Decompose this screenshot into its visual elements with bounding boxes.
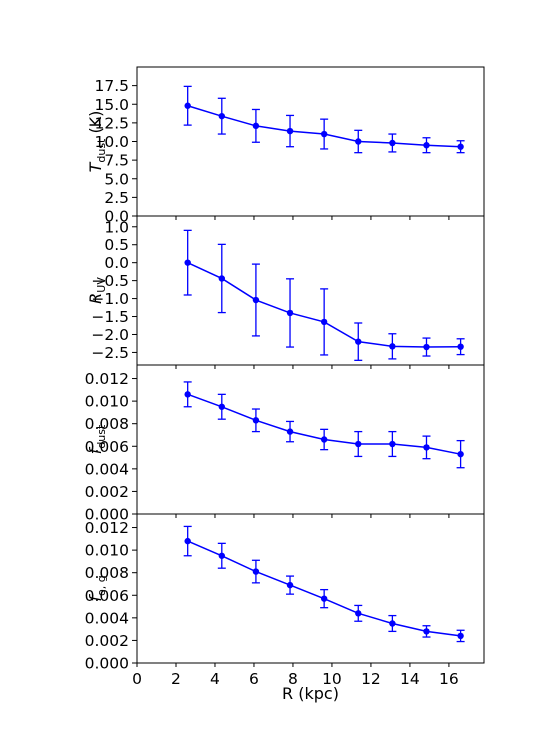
y-tick-label: −2.0: [91, 326, 129, 344]
data-point: [457, 143, 464, 150]
y-tick-label: 10.0: [94, 133, 129, 151]
data-point: [389, 343, 396, 350]
y-tick-label: −1.5: [91, 308, 129, 326]
data-point: [286, 581, 294, 589]
data-point: [286, 309, 294, 317]
panel-4: 0.000 0.002 0.004 0.006 0.008 0.010 0.012 fo, g: [85, 513, 485, 673]
y-tick-label: 0.5: [104, 236, 129, 254]
y-tick-label: 0.0: [104, 254, 129, 272]
y-tick-label: 0.000: [85, 506, 129, 524]
x-tick-label: 12: [361, 670, 381, 688]
y-tick-label: 0.004: [85, 609, 129, 627]
y-tick-label: 5.0: [104, 170, 129, 188]
y-axis-label: fo, g: [86, 575, 108, 601]
x-tick-label: 16: [439, 670, 459, 688]
data-point: [252, 122, 260, 130]
x-tick-label: 0: [132, 670, 142, 688]
data-point: [252, 296, 260, 304]
y-tick-label: 1.0: [104, 218, 129, 236]
y-tick-label: 0.012: [85, 519, 129, 537]
data-point: [184, 537, 191, 545]
data-point: [389, 620, 396, 627]
panel-frame: [136, 215, 485, 366]
y-tick-label: 0.006: [85, 438, 129, 456]
data-point: [355, 338, 362, 345]
data-point: [457, 632, 464, 640]
data-point: [218, 552, 226, 559]
y-tick-label: 0.008: [85, 415, 129, 433]
y-tick-label: 0.004: [85, 460, 129, 478]
y-tick-label: −0.5: [91, 272, 129, 290]
y-tick-label: 0.008: [85, 564, 129, 582]
data-point: [184, 259, 191, 266]
x-tick-label: 6: [249, 670, 259, 688]
data-point: [355, 610, 362, 617]
data-point: [252, 417, 260, 424]
y-tick-label: 0.002: [85, 632, 129, 650]
x-tick-label: 4: [210, 670, 220, 688]
y-tick-label: 15.0: [94, 96, 129, 114]
data-point: [423, 444, 430, 451]
y-tick-label: −1.0: [91, 290, 129, 308]
y-tick-label: 0.006: [85, 587, 129, 605]
x-tick-label: 10: [322, 670, 342, 688]
data-point: [320, 595, 328, 602]
panel-frame: [136, 66, 485, 217]
panel-2: −2.5−2.0−1.5−1.0−0.50.00.51.0 RUV: [86, 215, 485, 369]
y-axis-label: fdust: [86, 424, 108, 454]
y-tick-label: 7.5: [104, 152, 129, 170]
data-point: [457, 343, 464, 350]
y-axis-label: RUV: [86, 277, 108, 304]
data-point: [423, 343, 430, 351]
x-tick-label: 8: [288, 670, 298, 688]
y-tick-label: 0.010: [85, 393, 129, 411]
y-axis-label: Tdust (K): [86, 111, 108, 173]
data-point: [286, 127, 294, 135]
data-point: [218, 275, 226, 282]
panel-frame: [136, 364, 485, 515]
panel-3: 0.000 0.002 0.004 0.006 0.008 0.010 0.012 fdust: [85, 364, 485, 524]
data-point: [457, 450, 464, 458]
y-tick-label: 12.5: [94, 114, 129, 132]
series-line: [187, 540, 461, 637]
data-point: [320, 436, 328, 443]
y-tick-label: 0.000: [85, 655, 129, 673]
y-tick-label: 17.5: [94, 77, 129, 95]
data-point: [184, 102, 191, 109]
data-point: [320, 130, 328, 138]
data-point: [252, 568, 260, 575]
data-point: [184, 391, 191, 398]
x-tick-label: 14: [400, 670, 420, 688]
x-tick-label: 2: [171, 670, 181, 688]
data-point: [389, 139, 396, 147]
data-point: [355, 440, 362, 448]
y-tick-label: −2.5: [91, 344, 129, 362]
y-tick-label: 2.5: [104, 189, 129, 207]
data-point: [355, 138, 362, 145]
y-tick-label: 0.012: [85, 370, 129, 388]
y-tick-label: 0.002: [85, 483, 129, 501]
data-point: [286, 428, 294, 435]
data-point: [423, 142, 430, 149]
x-axis-label: R (kpc): [282, 684, 339, 703]
data-point: [218, 403, 226, 410]
data-point: [320, 318, 328, 326]
panel-1: 0.02.55.07.510.012.515.017.5 Tdust (K): [86, 66, 485, 226]
data-point: [218, 112, 226, 120]
y-tick-label: 0.010: [85, 542, 129, 560]
data-point: [423, 628, 430, 635]
data-point: [389, 440, 396, 448]
y-tick-label: 0.0: [104, 208, 129, 226]
panel-frame: [136, 513, 485, 664]
